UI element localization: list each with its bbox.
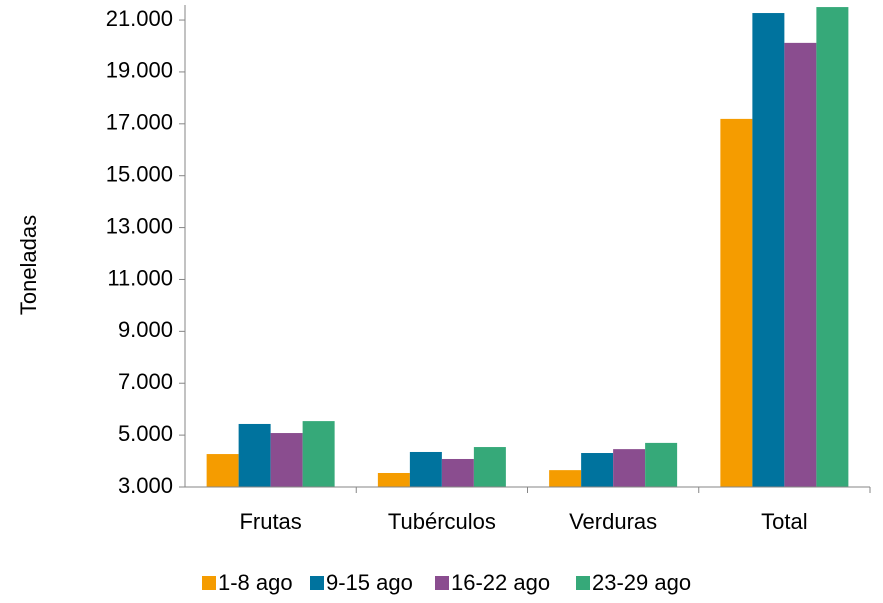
legend-label: 9-15 ago [326,570,413,595]
bar [441,458,474,487]
legend-swatch [435,576,449,590]
y-tick-label: 5.000 [118,421,173,446]
bar [784,42,817,488]
x-tick-label: Frutas [239,509,301,534]
bar [752,13,785,487]
x-tick-label: Verduras [569,509,657,534]
bar [816,7,849,488]
y-tick-label: 11.000 [107,265,173,290]
y-tick-label: 19.000 [106,58,173,83]
bar [473,447,506,487]
bar [720,118,753,487]
bar [409,451,442,487]
bar [613,449,646,487]
y-tick-label: 17.000 [106,110,173,135]
bar [377,472,410,487]
bar [270,433,303,487]
bar [645,442,678,487]
x-tick-label: Total [761,509,807,534]
y-tick-label: 3.000 [118,473,173,498]
x-tick-label: Tubérculos [388,509,496,534]
legend-swatch [202,576,216,590]
y-tick-label: 15.000 [106,162,173,187]
y-tick-label: 21.000 [106,6,173,31]
bar [206,454,239,487]
bar [549,470,582,487]
y-tick-label: 7.000 [118,369,173,394]
y-tick-label: 13.000 [106,213,173,238]
y-axis-label: Toneladas [16,215,41,315]
legend-label: 16-22 ago [451,570,550,595]
bar [238,423,271,487]
bar [581,453,614,487]
legend-swatch [576,576,590,590]
y-tick-label: 9.000 [118,317,173,342]
legend-label: 1-8 ago [218,570,293,595]
legend-swatch [310,576,324,590]
bar [302,421,335,487]
legend-label: 23-29 ago [592,570,691,595]
